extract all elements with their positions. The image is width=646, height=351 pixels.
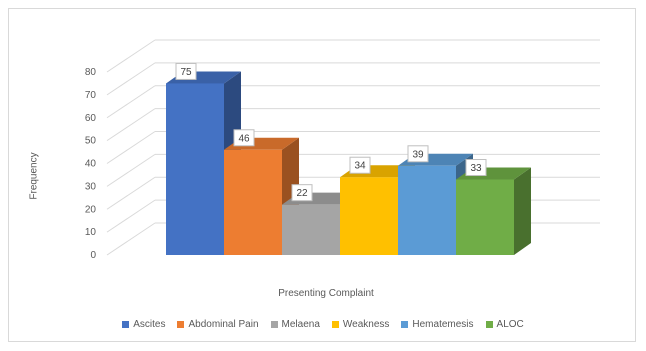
x-axis-label: Presenting Complaint — [278, 288, 374, 299]
y-tick-label: 10 — [85, 227, 97, 238]
data-label-box — [291, 184, 313, 202]
data-label-box — [465, 159, 487, 177]
gridline-depth — [106, 39, 156, 73]
y-axis-label: Frequency — [28, 152, 40, 200]
legend-swatch — [331, 321, 339, 328]
y-tick-label: 80 — [85, 67, 97, 78]
legend-label: Ascites — [133, 319, 166, 330]
data-label-box — [233, 129, 255, 147]
legend-label: Weakness — [342, 319, 390, 330]
data-label: 75 — [180, 67, 192, 78]
data-label-box — [407, 145, 429, 163]
data-labels: 75 46 22 34 39 33 — [175, 62, 487, 202]
legend-swatch — [401, 321, 409, 328]
bar-front — [282, 204, 340, 255]
legend: Ascites Abdominal Pain Melaena Weakness Hema… — [0, 319, 646, 330]
y-tick-label: 40 — [85, 159, 97, 170]
legend-label: ALOC — [496, 319, 524, 330]
data-label: 33 — [470, 163, 482, 174]
data-label: 22 — [296, 188, 308, 199]
bar-front — [456, 179, 514, 255]
bar-aloc — [456, 167, 531, 255]
legend-label: Melaena — [281, 319, 320, 330]
bar-side — [514, 167, 531, 255]
y-tick-label: 0 — [90, 250, 96, 261]
bars — [166, 71, 531, 255]
chart-frame — [8, 8, 636, 342]
legend-item: Abdominal Pain — [177, 319, 259, 330]
bar-front — [224, 149, 282, 255]
y-tick-label: 60 — [85, 113, 97, 124]
y-axis-ticks: 0 10 20 30 40 50 60 70 80 — [85, 67, 97, 261]
bar-front — [398, 165, 456, 255]
legend-swatch — [270, 321, 278, 328]
gridline-depth — [106, 176, 156, 210]
legend-item: ALOC — [485, 319, 524, 330]
data-label-box — [349, 156, 371, 174]
gridline-depth — [106, 85, 156, 119]
legend-item: Weakness — [331, 319, 390, 330]
bar-front — [166, 83, 224, 255]
legend-item: Hematemesis — [401, 319, 474, 330]
bar-front — [340, 177, 398, 255]
data-label: 39 — [412, 149, 424, 160]
y-tick-label: 30 — [85, 181, 97, 192]
data-label: 46 — [238, 133, 250, 144]
gridline-depth — [106, 153, 156, 187]
legend-swatch — [177, 321, 185, 328]
gridline-depth — [106, 199, 156, 233]
legend-item: Ascites — [122, 319, 165, 330]
y-tick-label: 50 — [85, 136, 97, 147]
legend-label: Hematemesis — [412, 319, 474, 330]
legend-swatch — [122, 321, 130, 328]
gridline-depth — [106, 222, 156, 256]
legend-item: Melaena — [270, 319, 320, 330]
legend-swatch — [485, 321, 493, 328]
y-tick-label: 70 — [85, 90, 97, 101]
gridline-depth — [106, 131, 156, 164]
data-label: 34 — [354, 161, 366, 172]
y-tick-label: 20 — [85, 204, 97, 215]
gridline-depth — [106, 62, 156, 96]
legend-label: Abdominal Pain — [188, 319, 259, 330]
data-label-box — [175, 62, 197, 80]
gridline-depth — [106, 108, 156, 142]
